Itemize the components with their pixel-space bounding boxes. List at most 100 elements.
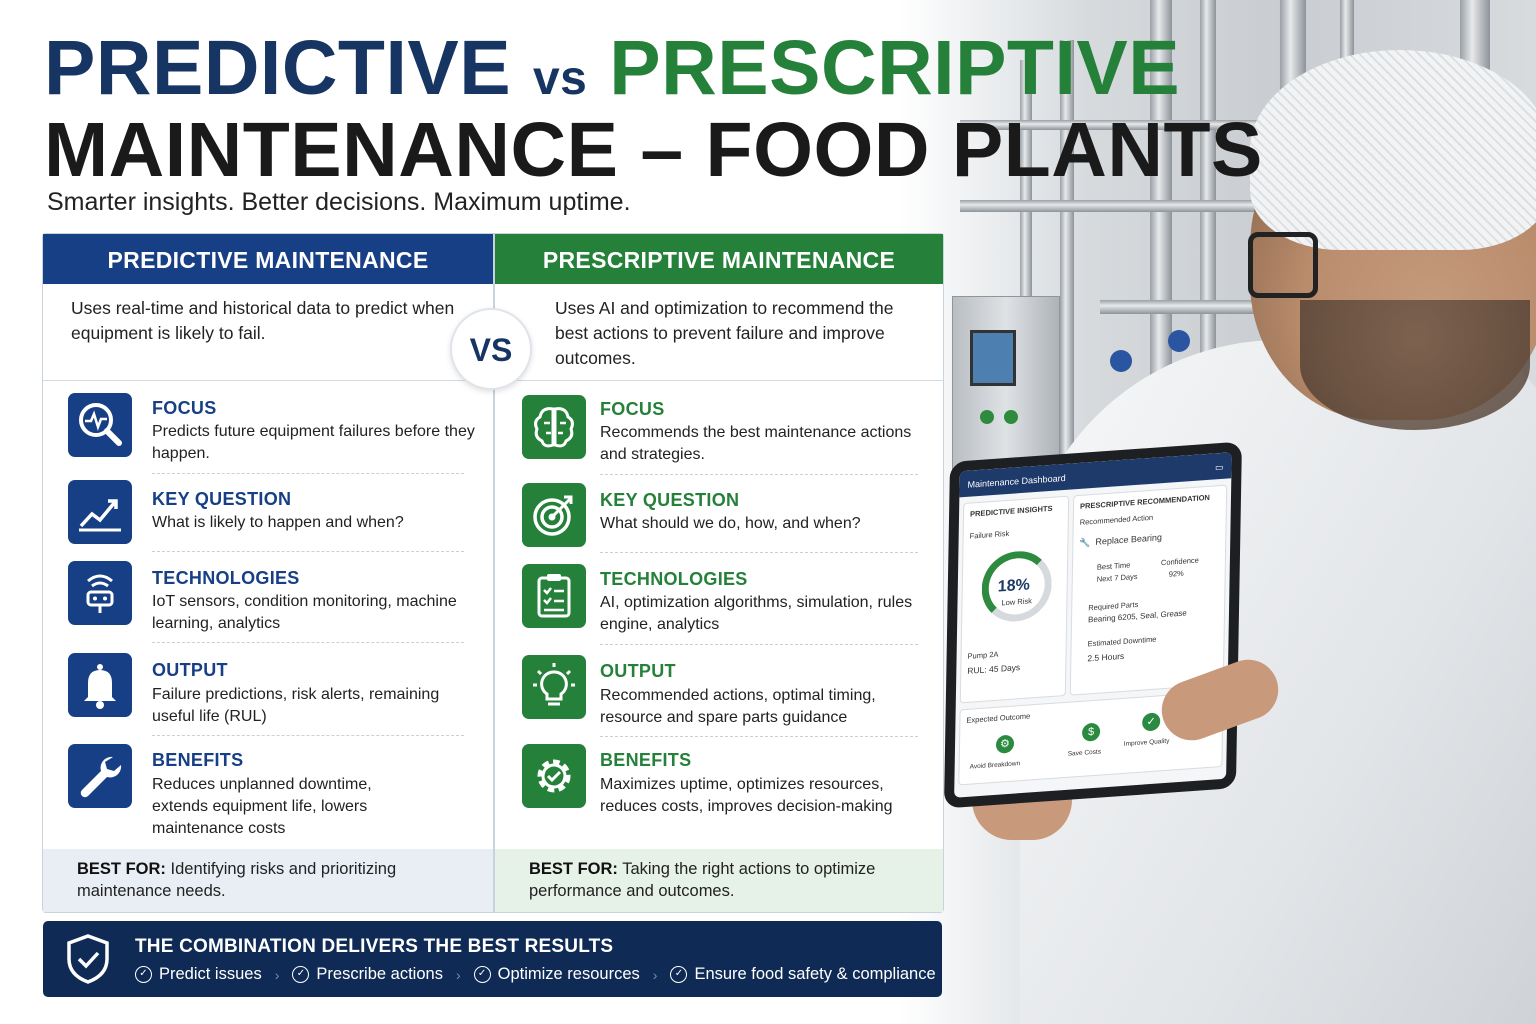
divider — [152, 735, 464, 736]
best-time-label: Best Time — [1096, 560, 1131, 572]
focus-text: Recommends the best maintenance actions … — [600, 424, 912, 463]
best-for-label: BEST FOR: — [77, 860, 166, 878]
rul-label: RUL: 45 Days — [967, 662, 1021, 676]
check-icon: ✓ — [135, 966, 152, 983]
output-title: OUTPUT — [600, 661, 676, 681]
best-for-text: Taking the right actions to optimize per… — [529, 860, 876, 900]
confidence: 92% — [1168, 568, 1184, 579]
tablet-screen: Maintenance Dashboard ▭ PREDICTIVE INSIG… — [954, 452, 1232, 798]
bell-icon — [68, 653, 132, 717]
recommended-action: Replace Bearing — [1095, 532, 1163, 547]
combination-item: ✓ Prescribe actions — [292, 965, 443, 984]
dashboard-title: Maintenance Dashboard — [967, 472, 1066, 490]
title-prescriptive: PRESCRIPTIVE — [609, 25, 1181, 111]
title-line-2: MAINTENANCE – FOOD PLANTS — [44, 107, 1263, 193]
divider — [152, 551, 464, 552]
failure-risk-label: Failure Risk — [969, 528, 1010, 541]
prescriptive-panel: PRESCRIPTIVE MAINTENANCE Uses AI and opt… — [494, 233, 944, 913]
divider — [600, 736, 918, 737]
technologies-text: AI, optimization algorithms, simulation,… — [600, 594, 913, 633]
output-text: Recommended actions, optimal timing, res… — [600, 687, 876, 726]
magnifier-heartbeat-icon — [68, 393, 132, 457]
wrench-icon — [68, 744, 132, 808]
check-icon: ✓ — [670, 966, 688, 983]
predictive-description: Uses real-time and historical data to pr… — [43, 284, 493, 381]
confidence-label: Confidence — [1160, 555, 1199, 568]
combination-item: ✓ Predict issues — [135, 965, 262, 984]
best-for-text: Identifying risks and prioritizing maint… — [77, 860, 397, 900]
combination-item-label: Optimize resources — [497, 965, 640, 983]
tablet: Maintenance Dashboard ▭ PREDICTIVE INSIG… — [943, 441, 1242, 809]
best-for-box: BEST FOR: Identifying risks and prioriti… — [43, 849, 493, 912]
focus-text: Predicts future equipment failures befor… — [152, 423, 475, 462]
combination-item-label: Ensure food safety & compliance — [694, 965, 936, 983]
predictive-header: PREDICTIVE MAINTENANCE — [43, 234, 493, 284]
benefits-text: Maximizes uptime, optimizes resources, r… — [600, 776, 893, 815]
gear-check-icon — [522, 744, 586, 808]
technologies-title: TECHNOLOGIES — [600, 569, 748, 589]
outcome-label: Improve Quality — [1123, 737, 1170, 748]
predictive-insights-label: PREDICTIVE INSIGHTS — [969, 503, 1053, 519]
best-for-box: BEST FOR: Taking the right actions to op… — [495, 849, 943, 912]
combination-item: ✓ Optimize resources — [473, 965, 640, 984]
combination-item-label: Predict issues — [159, 965, 262, 983]
outcome-label: Avoid Breakdown — [969, 760, 1021, 771]
title-predictive: PREDICTIVE — [44, 25, 512, 111]
prescriptive-header: PRESCRIPTIVE MAINTENANCE — [495, 234, 943, 284]
dollar-outcome-icon[interactable]: $ — [1081, 722, 1101, 742]
technologies-title: TECHNOLOGIES — [152, 568, 300, 588]
outcome-label: Save Costs — [1067, 748, 1102, 758]
key-question-title: KEY QUESTION — [152, 489, 292, 509]
predictive-panel: PREDICTIVE MAINTENANCE Uses real-time an… — [42, 233, 494, 913]
title-vs: vs — [532, 52, 588, 105]
wrench-icon: 🔧 — [1079, 537, 1091, 548]
best-time: Next 7 Days — [1096, 571, 1138, 584]
valve — [1168, 330, 1190, 352]
prescriptive-label: PRESCRIPTIVE RECOMMENDATION — [1079, 492, 1210, 511]
title-line-1: PREDICTIVE vs PRESCRIPTIVE — [44, 24, 1180, 113]
benefits-text: Reduces unplanned downtime, extends equi… — [152, 776, 372, 837]
divider — [600, 474, 918, 475]
combination-items: ✓ Predict issues › ✓ Prescribe actions › ✓… — [135, 965, 936, 984]
lightbulb-icon — [522, 655, 586, 719]
trend-chart-icon — [68, 480, 132, 544]
divider — [152, 473, 464, 474]
menu-icon[interactable]: ▭ — [1214, 461, 1224, 473]
shield-check-icon — [67, 934, 109, 984]
expected-outcome-label: Expected Outcome — [966, 711, 1031, 725]
combination-bar: THE COMBINATION DELIVERS THE BEST RESULT… — [43, 921, 942, 997]
prescriptive-description: Uses AI and optimization to recommend th… — [495, 284, 943, 381]
brain-icon — [522, 395, 586, 459]
combination-item: ✓ Ensure food safety & compliance — [670, 965, 936, 984]
key-question-text: What should we do, how, and when? — [600, 515, 861, 532]
shield-outcome-icon[interactable]: ✓ — [1142, 712, 1161, 732]
worker-beard — [1300, 300, 1530, 430]
focus-title: FOCUS — [152, 398, 217, 418]
required-parts-label: Required Parts — [1088, 599, 1139, 613]
prescriptive-panel: PRESCRIPTIVE RECOMMENDATION Recommended … — [1069, 484, 1228, 696]
key-question-title: KEY QUESTION — [600, 490, 740, 510]
benefits-title: BENEFITS — [600, 750, 692, 770]
indicator-light — [980, 410, 994, 424]
chevron-right-icon: › — [274, 966, 280, 983]
glasses — [1248, 232, 1318, 298]
vs-badge: VS — [450, 308, 532, 390]
iot-sensor-icon — [68, 561, 132, 625]
target-icon — [522, 483, 586, 547]
hairnet — [1250, 50, 1536, 250]
best-for-label: BEST FOR: — [529, 860, 618, 878]
benefits-title: BENEFITS — [152, 750, 244, 770]
divider — [600, 644, 918, 645]
focus-title: FOCUS — [600, 399, 665, 419]
indicator-light — [1004, 410, 1018, 424]
divider — [152, 642, 464, 643]
check-icon: ✓ — [292, 966, 310, 983]
subtitle: Smarter insights. Better decisions. Maxi… — [47, 188, 631, 216]
check-icon: ✓ — [473, 966, 491, 983]
chevron-right-icon: › — [652, 966, 658, 983]
risk-value: 18% — [997, 576, 1030, 596]
downtime: 2.5 Hours — [1087, 650, 1125, 664]
key-question-text: What is likely to happen and when? — [152, 514, 404, 531]
combination-item-label: Prescribe actions — [316, 965, 443, 983]
gear-outcome-icon[interactable]: ⚙ — [995, 734, 1015, 754]
